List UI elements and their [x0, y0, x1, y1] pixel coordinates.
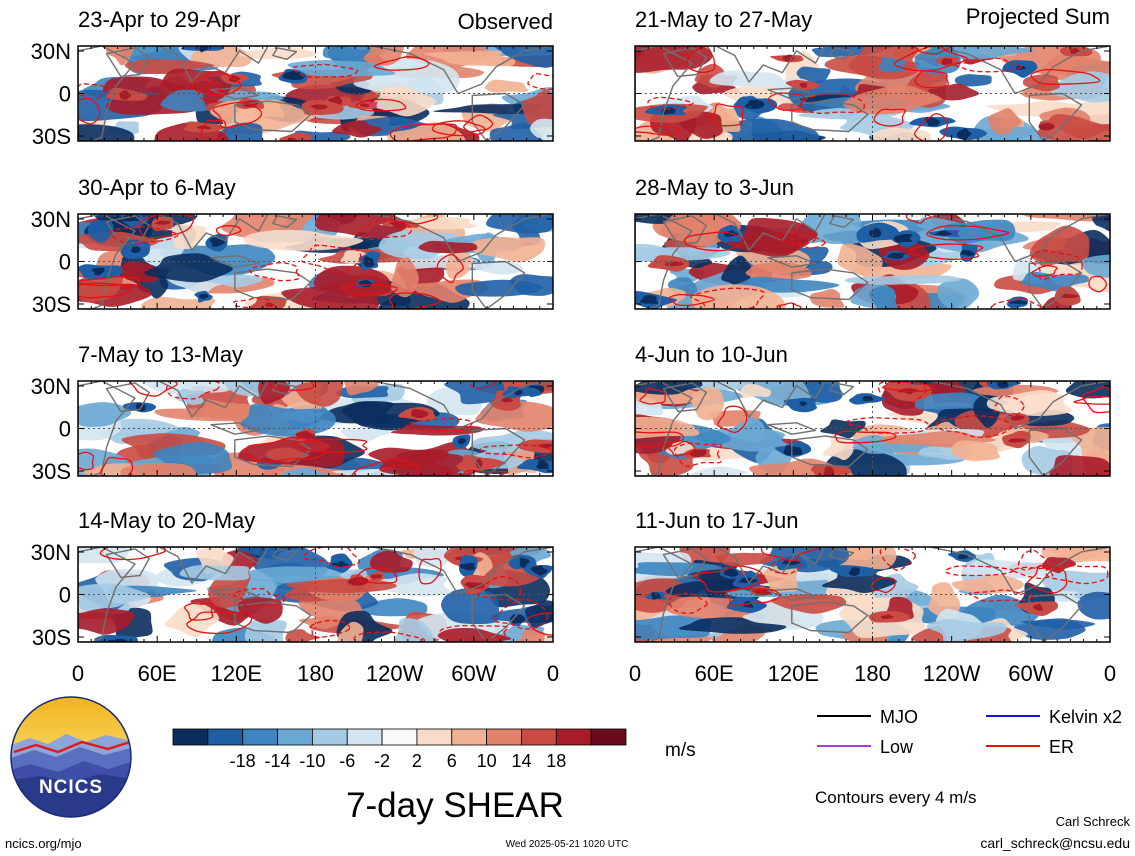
longitude-label: 0 [1104, 661, 1116, 686]
colorbar-tick-label: -6 [339, 751, 355, 771]
colorbar-swatch [311, 728, 348, 746]
figure-title: 7-day SHEAR [346, 786, 564, 825]
longitude-axis-labels: 0 60E 120E 180 120W 60W 0 0 60E 120E 180 120W 60W 0 [72, 661, 1116, 686]
ncics-logo: NCICS [10, 696, 132, 818]
legend-label: Low [880, 737, 914, 757]
latitude-label: 30S [32, 124, 71, 149]
colorbar-swatch [590, 728, 627, 746]
legend-label: MJO [880, 707, 918, 727]
legend-label: ER [1049, 737, 1074, 757]
colorbar-swatch [381, 728, 418, 746]
latitude-label: 0 [59, 417, 71, 442]
panel-title: 23-Apr to 29-Apr [78, 7, 241, 32]
latitude-label: 30N [31, 207, 71, 232]
colorbar-swatch [277, 728, 313, 746]
colorbar-swatch [207, 728, 244, 746]
contour-legend: MJO Kelvin x2 Low ER [817, 707, 1122, 757]
latitude-label: 30N [31, 374, 71, 399]
latitude-label: 0 [59, 583, 71, 608]
colorbar-swatch [555, 728, 592, 746]
map-panel: 4-Jun to 10-Jun [634, 342, 1111, 477]
map-panel: 21-May to 27-May [634, 7, 1111, 142]
longitude-label: 60E [695, 661, 734, 686]
colorbar-tick-label: 18 [546, 751, 566, 771]
latitude-label: 30N [31, 39, 71, 64]
colorbar-swatch [172, 728, 209, 746]
longitude-label: 0 [72, 661, 84, 686]
longitude-label: 120E [211, 661, 262, 686]
latitude-label: 30S [32, 292, 71, 317]
footer-author: Carl Schreck [1056, 814, 1131, 829]
footer-email: carl_schreck@ncsu.edu [980, 835, 1130, 851]
longitude-label: 0 [629, 661, 641, 686]
longitude-label: 180 [854, 661, 891, 686]
longitude-label: 60W [451, 661, 496, 686]
longitude-label: 120W [366, 661, 424, 686]
colorbar-swatch [486, 728, 522, 746]
longitude-label: 120W [923, 661, 981, 686]
map-panel: 30-Apr to 6-May 30N 0 30S [31, 175, 554, 317]
colorbar-swatch [416, 728, 453, 746]
map-panel: 11-Jun to 17-Jun [634, 508, 1111, 643]
longitude-label: 120E [768, 661, 819, 686]
longitude-label: 60W [1008, 661, 1053, 686]
map-panel: 23-Apr to 29-Apr 30N 0 30S [31, 7, 554, 149]
colorbar-swatch [521, 728, 557, 746]
map-panel: 14-May to 20-May 30N 0 30S [31, 508, 554, 650]
colorbar-unit: m/s [665, 740, 696, 761]
latitude-label: 30S [32, 625, 71, 650]
latitude-label: 30N [31, 540, 71, 565]
panel-title: 30-Apr to 6-May [78, 175, 236, 200]
panel-title: 28-May to 3-Jun [635, 175, 794, 200]
panel-title: 11-Jun to 17-Jun [635, 508, 798, 533]
column-header-projected: Projected Sum [966, 4, 1110, 29]
legend-label: Kelvin x2 [1049, 707, 1122, 727]
panel-title: 7-May to 13-May [78, 342, 243, 367]
latitude-label: 0 [59, 250, 71, 275]
colorbar-tick-label: 2 [412, 751, 422, 771]
latitude-label: 30S [32, 459, 71, 484]
footer-site: ncics.org/mjo [5, 836, 82, 851]
colorbar-tick-label: 14 [511, 751, 531, 771]
legend-note: Contours every 4 m/s [815, 788, 977, 807]
longitude-label: 0 [547, 661, 559, 686]
panel-title: 14-May to 20-May [78, 508, 255, 533]
latitude-label: 0 [59, 82, 71, 107]
panel-title: 4-Jun to 10-Jun [635, 342, 788, 367]
colorbar-tick-label: 10 [477, 751, 497, 771]
colorbar-swatch [242, 728, 278, 746]
colorbar-swatch [451, 728, 488, 746]
colorbar-swatch [346, 728, 383, 746]
colorbar-tick-label: -18 [230, 751, 256, 771]
colorbar-tick-label: -14 [265, 751, 291, 771]
colorbar-tick-label: -10 [299, 751, 325, 771]
logo-text: NCICS [39, 777, 103, 798]
longitude-label: 180 [297, 661, 334, 686]
colorbar-tick-label: 6 [447, 751, 457, 771]
map-panel: 28-May to 3-Jun [634, 175, 1111, 310]
map-panel: 7-May to 13-May 30N 0 30S [31, 342, 554, 484]
column-header-observed: Observed [458, 9, 553, 34]
colorbar: -18 -14 -10 -6 -2 2 6 10 14 18 [172, 728, 627, 771]
colorbar-tick-label: -2 [374, 751, 390, 771]
footer-timestamp: Wed 2025-05-21 1020 UTC [506, 839, 629, 850]
panel-title: 21-May to 27-May [635, 7, 812, 32]
longitude-label: 60E [138, 661, 177, 686]
